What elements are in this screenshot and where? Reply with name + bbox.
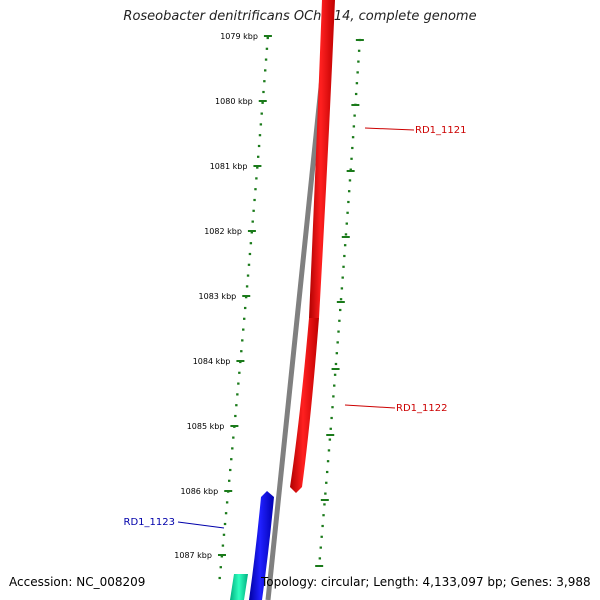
ruler-tick-label: 1082 kbp — [204, 227, 242, 236]
leader-line-rd1-1122 — [344, 404, 396, 409]
gene-label-rd1-1122: RD1_1122 — [396, 403, 447, 414]
gene-label-rd1-1123: RD1_1123 — [124, 517, 175, 528]
ruler-inner-ring — [217, 35, 272, 580]
ruler-tick-label: 1085 kbp — [187, 422, 225, 431]
accession-label: Accession: NC_008209 — [9, 575, 146, 589]
leader-line-rd1-1121 — [364, 127, 415, 131]
gene-rd1-1123-arrow — [249, 491, 274, 600]
ruler-tick-labels: 1079 kbp 1080 kbp 1081 kbp 1082 kbp 1083 kbp… — [174, 32, 258, 560]
ruler-outer-ring — [315, 38, 364, 567]
gene-rd1-1122-arrow — [290, 318, 319, 493]
gene-rd1-1121-arrow — [309, 0, 335, 318]
leader-line-rd1-1123 — [177, 521, 225, 529]
ruler-tick-label: 1084 kbp — [193, 357, 231, 366]
ruler-tick-label: 1083 kbp — [199, 292, 237, 301]
ruler-tick-label: 1086 kbp — [181, 487, 219, 496]
gene-partial-teal — [230, 574, 248, 600]
ruler-tick-label: 1080 kbp — [215, 97, 253, 106]
ruler-tick-label: 1079 kbp — [220, 32, 258, 41]
map-title: Roseobacter denitrificans OCh 114, compl… — [123, 9, 477, 24]
ruler-tick-label: 1081 kbp — [210, 162, 248, 171]
gene-label-rd1-1121: RD1_1121 — [415, 125, 466, 136]
ruler-tick-label: 1087 kbp — [174, 551, 212, 560]
genome-summary: Topology: circular; Length: 4,133,097 bp… — [261, 575, 591, 589]
